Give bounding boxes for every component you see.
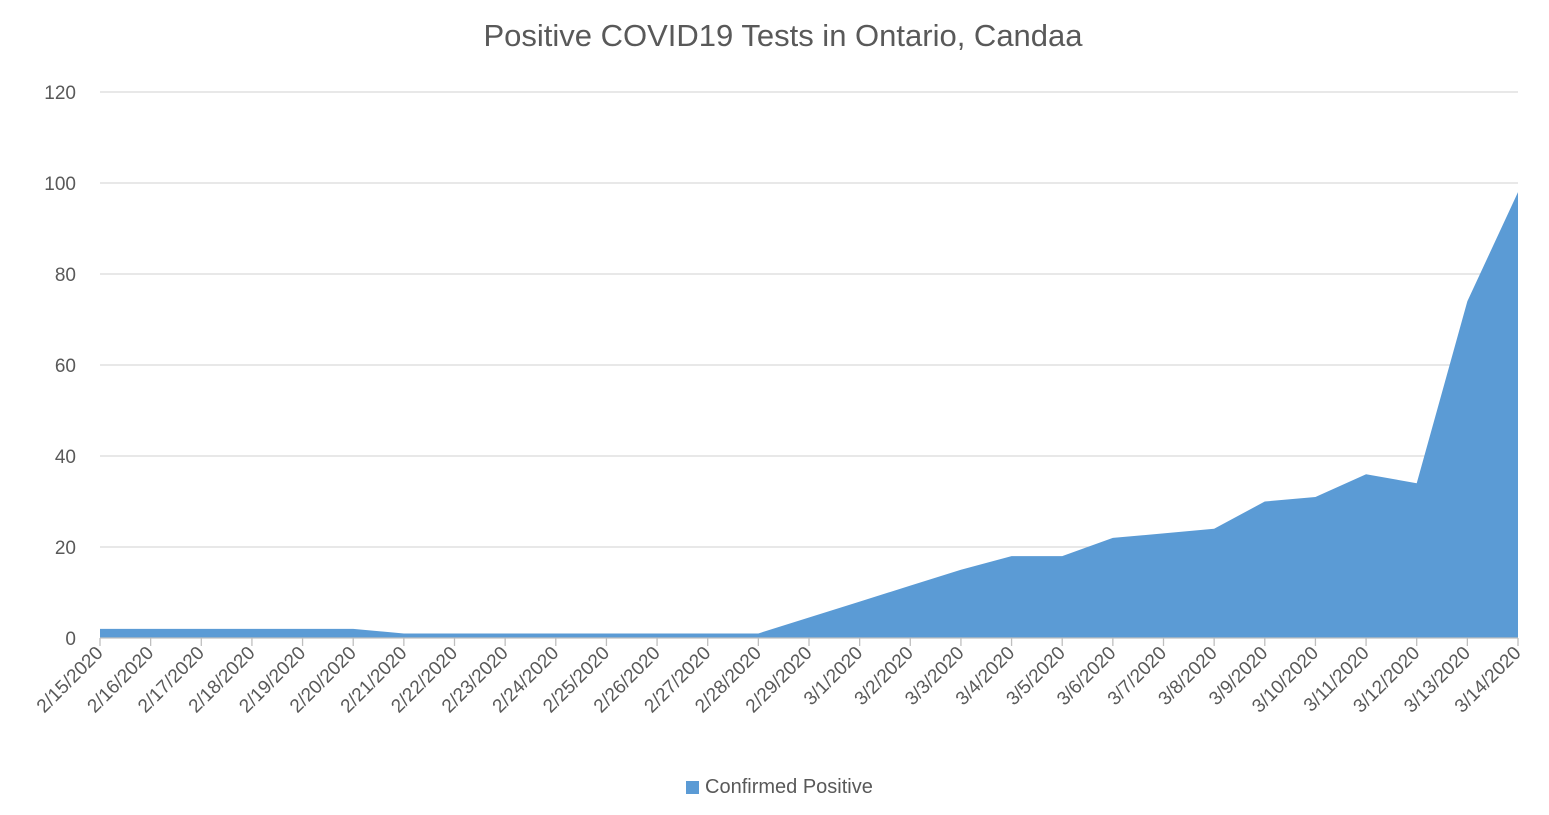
series-area-confirmed-positive xyxy=(100,192,1518,638)
gridlines xyxy=(100,91,1518,548)
x-axis xyxy=(99,637,1519,646)
y-tick-label: 80 xyxy=(55,265,76,286)
y-tick-label: 40 xyxy=(55,447,76,468)
y-axis-tick-labels: 0 20 40 60 80 100 120 xyxy=(44,83,76,650)
y-tick-label: 60 xyxy=(55,356,76,377)
y-tick-label: 100 xyxy=(44,174,76,195)
legend-swatch xyxy=(686,781,699,794)
y-tick-label: 20 xyxy=(55,538,76,559)
y-tick-label: 0 xyxy=(65,629,76,650)
chart-title: Positive COVID19 Tests in Ontario, Canda… xyxy=(483,18,1083,53)
legend-label: Confirmed Positive xyxy=(705,776,873,798)
x-axis-tick-labels: 2/15/20202/16/20202/17/20202/18/20202/19… xyxy=(33,643,1526,718)
y-tick-label: 120 xyxy=(44,83,76,104)
legend: Confirmed Positive xyxy=(686,776,873,799)
series-area-layer xyxy=(100,192,1518,638)
